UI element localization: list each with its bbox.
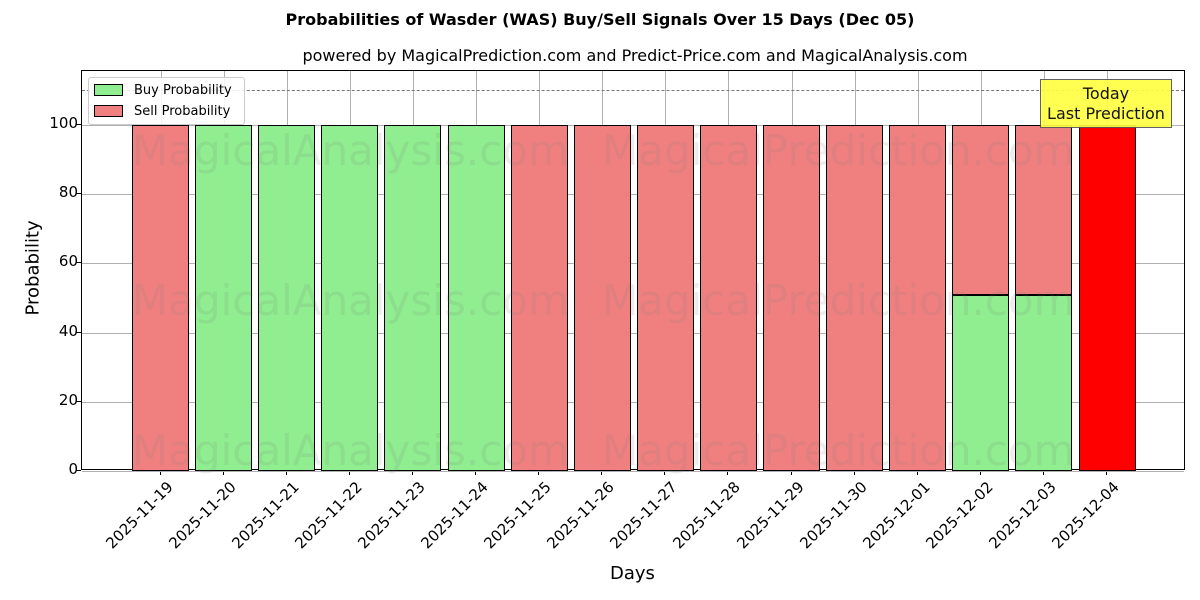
- x-tick-mark: [790, 470, 792, 475]
- y-tick-mark: [76, 331, 81, 333]
- legend-label-sell: Sell Probability: [134, 103, 231, 119]
- y-tick-mark: [76, 400, 81, 402]
- y-axis-label: Probability: [22, 220, 44, 316]
- x-tick-mark: [475, 470, 476, 475]
- y-tick-mark: [76, 124, 81, 125]
- y-tick-label: 20: [58, 390, 78, 409]
- annotation-line-1: Today: [1082, 84, 1130, 103]
- bar-buy: [447, 125, 505, 471]
- bar-buy: [384, 125, 442, 471]
- plot-area: MagicalAnalysis.comMagicalPrediction.com…: [81, 70, 1185, 475]
- gridline-horizontal: [82, 194, 1184, 196]
- x-tick-mark: [348, 470, 350, 475]
- gridline-horizontal: [82, 263, 1184, 265]
- y-tick-label: 0: [68, 460, 78, 478]
- gridline-horizontal: [82, 401, 1184, 403]
- chart-subtitle: powered by MagicalPrediction.com and Pre…: [302, 46, 968, 65]
- bar-sell: [132, 125, 189, 471]
- x-tick-mark: [411, 470, 413, 475]
- x-tick-mark: [1106, 470, 1107, 475]
- gridline-horizontal: [82, 471, 1184, 472]
- bar-buy: [1015, 294, 1073, 471]
- bar-buy: [195, 125, 253, 471]
- y-tick-label: 80: [58, 183, 78, 202]
- x-tick-mark: [538, 470, 540, 475]
- x-tick-mark: [979, 470, 981, 475]
- sell-swatch-icon: [94, 105, 123, 117]
- gridline-horizontal: [82, 332, 1184, 334]
- chart-title: Probabilities of Wasder (WAS) Buy/Sell S…: [285, 10, 915, 29]
- bar-sell: [699, 125, 757, 471]
- bar-sell: [763, 125, 820, 471]
- bar-today: [1078, 125, 1136, 471]
- reference-line: [82, 90, 1184, 92]
- x-tick-mark: [285, 470, 287, 475]
- bar-buy: [952, 294, 1010, 471]
- y-tick-mark: [76, 262, 81, 264]
- x-tick-mark: [601, 470, 603, 475]
- x-tick-mark: [222, 470, 224, 475]
- bar-sell: [952, 125, 1010, 295]
- x-tick-mark: [664, 470, 666, 475]
- buy-swatch-icon: [94, 84, 123, 96]
- bar-sell: [1015, 125, 1073, 295]
- legend-item-buy: Buy Probability: [94, 82, 232, 98]
- bar-buy: [258, 125, 316, 471]
- x-tick-mark: [727, 470, 729, 475]
- y-tick-label: 40: [58, 321, 78, 340]
- x-tick-mark: [1042, 470, 1044, 475]
- today-annotation: Today Last Prediction: [1040, 79, 1172, 128]
- x-tick-mark: [916, 470, 918, 475]
- y-tick-label: 100: [49, 114, 78, 132]
- bar-sell: [573, 125, 631, 471]
- x-tick-mark: [853, 470, 855, 475]
- legend-item-sell: Sell Probability: [94, 103, 230, 119]
- legend: Buy Probability Sell Probability: [88, 77, 245, 125]
- annotation-line-2: Last Prediction: [1047, 104, 1165, 123]
- bar-buy: [321, 125, 379, 471]
- bar-sell: [889, 125, 947, 471]
- y-tick-mark: [76, 470, 81, 471]
- x-axis-label: Days: [610, 563, 655, 584]
- y-tick-label: 60: [58, 252, 78, 271]
- legend-label-buy: Buy Probability: [134, 82, 232, 98]
- bar-sell: [510, 125, 568, 471]
- y-tick-mark: [76, 193, 81, 195]
- bar-sell: [636, 125, 694, 471]
- x-tick-mark: [159, 470, 161, 475]
- gridline-horizontal: [82, 125, 1184, 126]
- bar-sell: [826, 125, 884, 471]
